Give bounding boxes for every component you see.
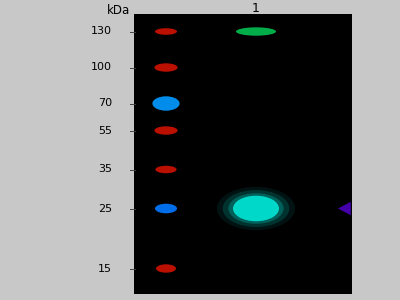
Polygon shape [338, 202, 351, 215]
Ellipse shape [233, 196, 279, 221]
Text: 130: 130 [91, 26, 112, 37]
Text: 70: 70 [98, 98, 112, 109]
Text: kDa: kDa [106, 4, 130, 17]
Ellipse shape [228, 193, 284, 224]
Ellipse shape [217, 187, 295, 230]
Ellipse shape [154, 126, 178, 135]
Ellipse shape [154, 63, 178, 72]
Text: 35: 35 [98, 164, 112, 175]
Bar [134, 14, 352, 294]
Text: 55: 55 [98, 125, 112, 136]
Text: 1: 1 [252, 2, 260, 15]
Ellipse shape [223, 190, 289, 227]
Ellipse shape [156, 264, 176, 273]
Ellipse shape [155, 204, 177, 213]
Text: 100: 100 [91, 62, 112, 73]
Ellipse shape [155, 166, 177, 173]
Ellipse shape [155, 28, 177, 35]
Text: 25: 25 [98, 203, 112, 214]
Text: 15: 15 [98, 263, 112, 274]
Ellipse shape [152, 96, 180, 111]
Ellipse shape [236, 27, 276, 36]
